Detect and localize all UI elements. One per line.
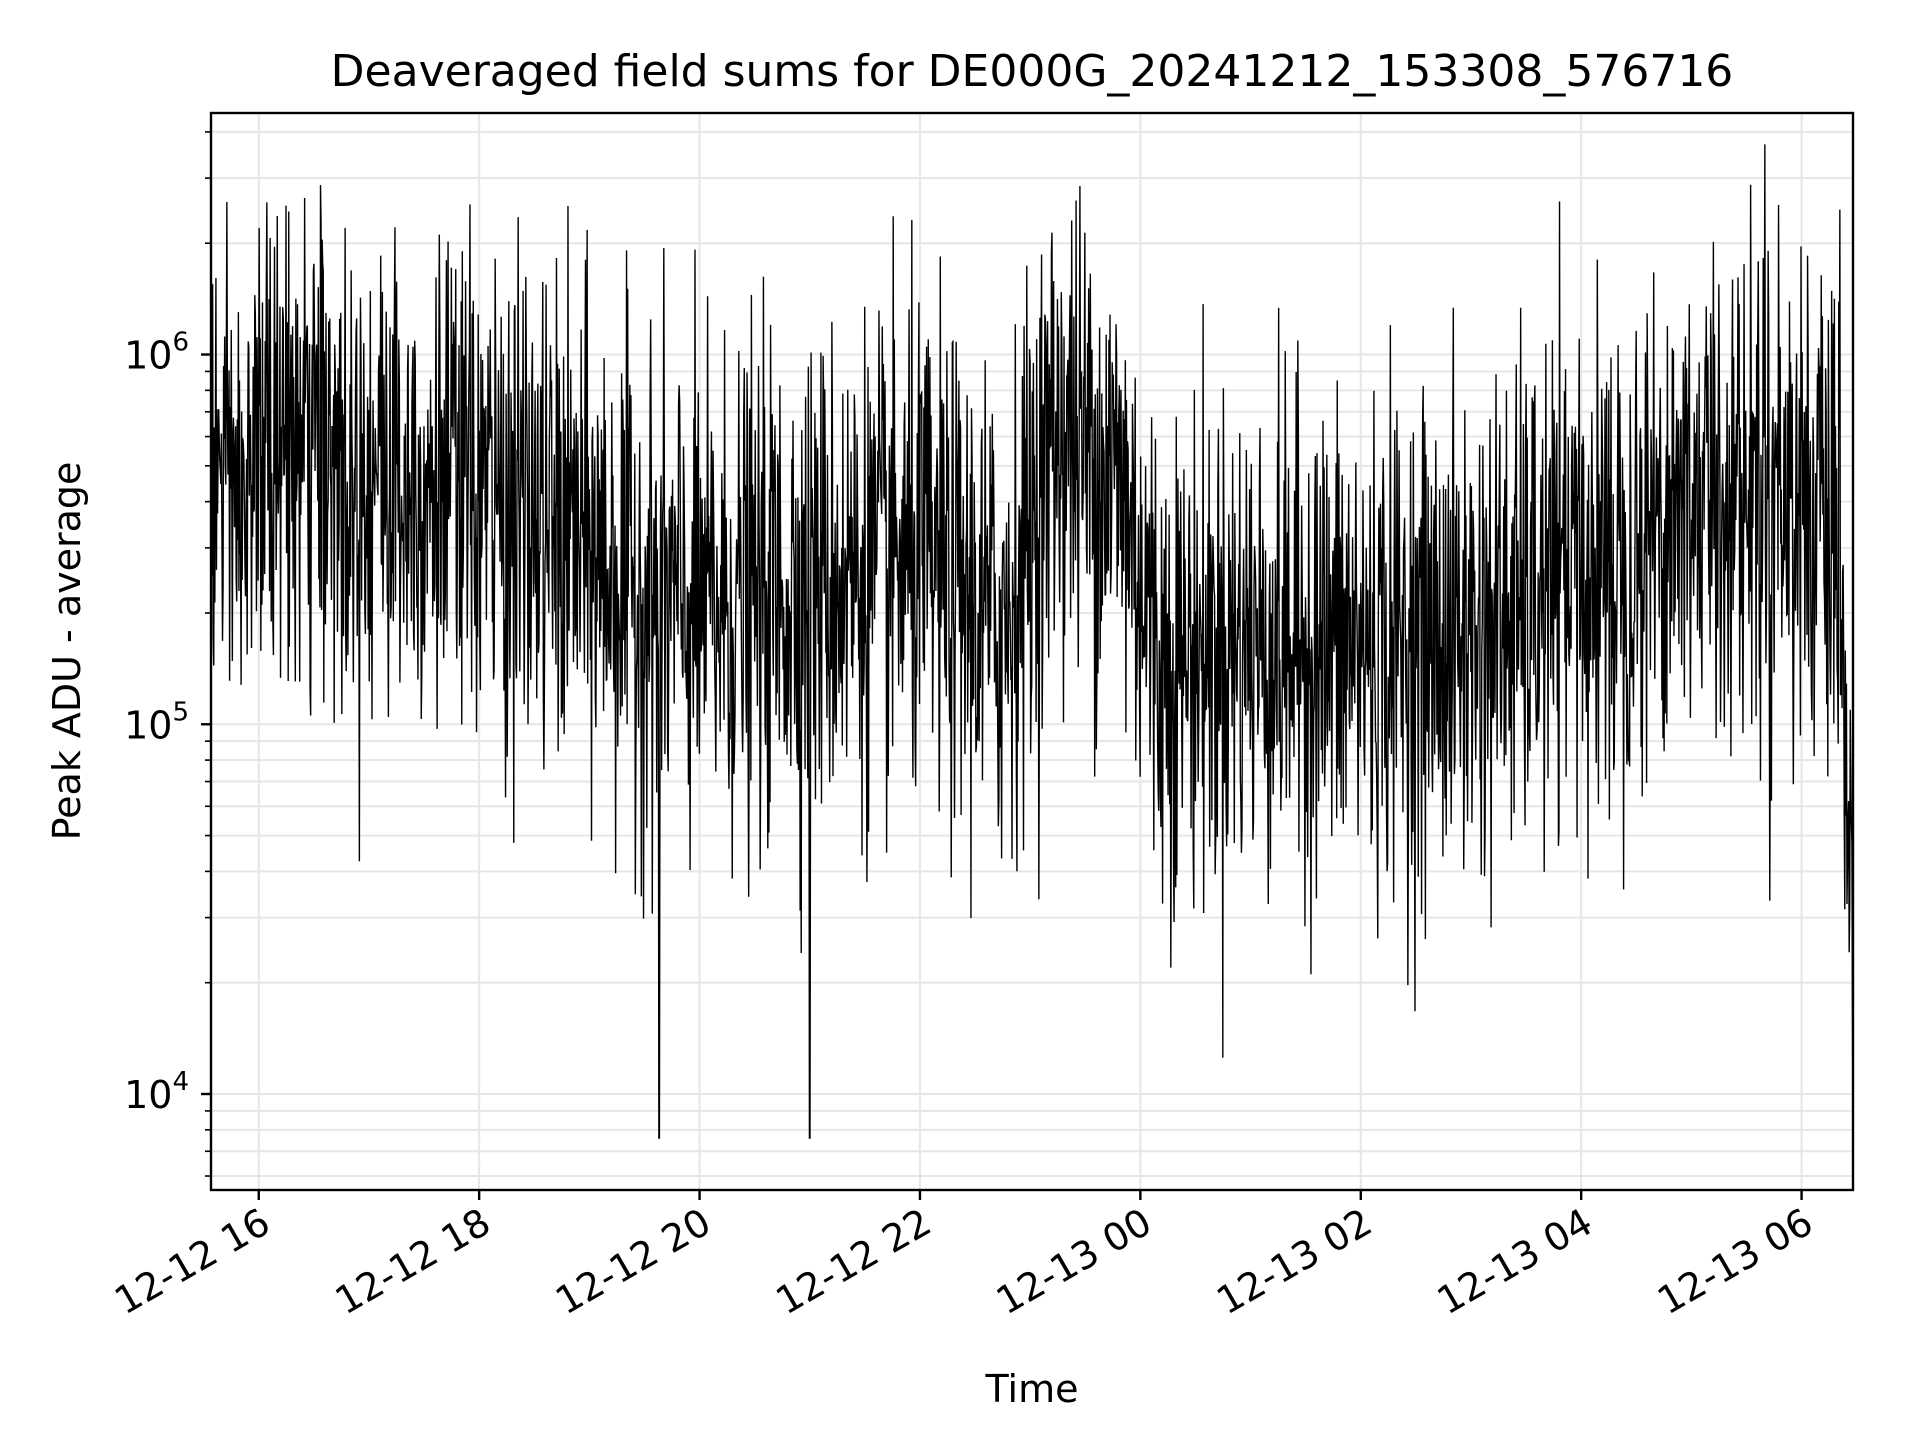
plot-area <box>209 111 1855 1192</box>
x-tick-label: 12-13 02 <box>1209 1200 1379 1324</box>
x-tick-label: 12-13 06 <box>1650 1200 1820 1324</box>
x-tick-label: 12-12 18 <box>328 1200 498 1324</box>
y-tick-base: 10 <box>124 703 172 747</box>
x-tick-label: 12-12 16 <box>107 1200 277 1324</box>
y-tick-exponent: 5 <box>172 697 189 727</box>
y-tick-label: 106 <box>124 328 189 378</box>
y-axis-label: Peak ADU - average <box>45 462 89 841</box>
x-tick-label: 12-12 22 <box>768 1200 938 1324</box>
series-line <box>210 144 1854 1141</box>
y-tick-base: 10 <box>124 334 172 378</box>
y-tick-label: 105 <box>124 697 189 747</box>
y-tick-exponent: 4 <box>172 1067 189 1097</box>
x-axis-label: Time <box>985 1367 1079 1411</box>
y-tick-label: 104 <box>124 1067 189 1117</box>
x-tick-label: 12-13 04 <box>1430 1200 1600 1324</box>
x-tick-label: 12-12 20 <box>548 1200 718 1324</box>
x-tick-label: 12-13 00 <box>989 1200 1159 1324</box>
y-tick-exponent: 6 <box>172 328 189 358</box>
chart-title: Deaveraged field sums for DE000G_2024121… <box>331 46 1734 97</box>
y-tick-base: 10 <box>124 1073 172 1117</box>
